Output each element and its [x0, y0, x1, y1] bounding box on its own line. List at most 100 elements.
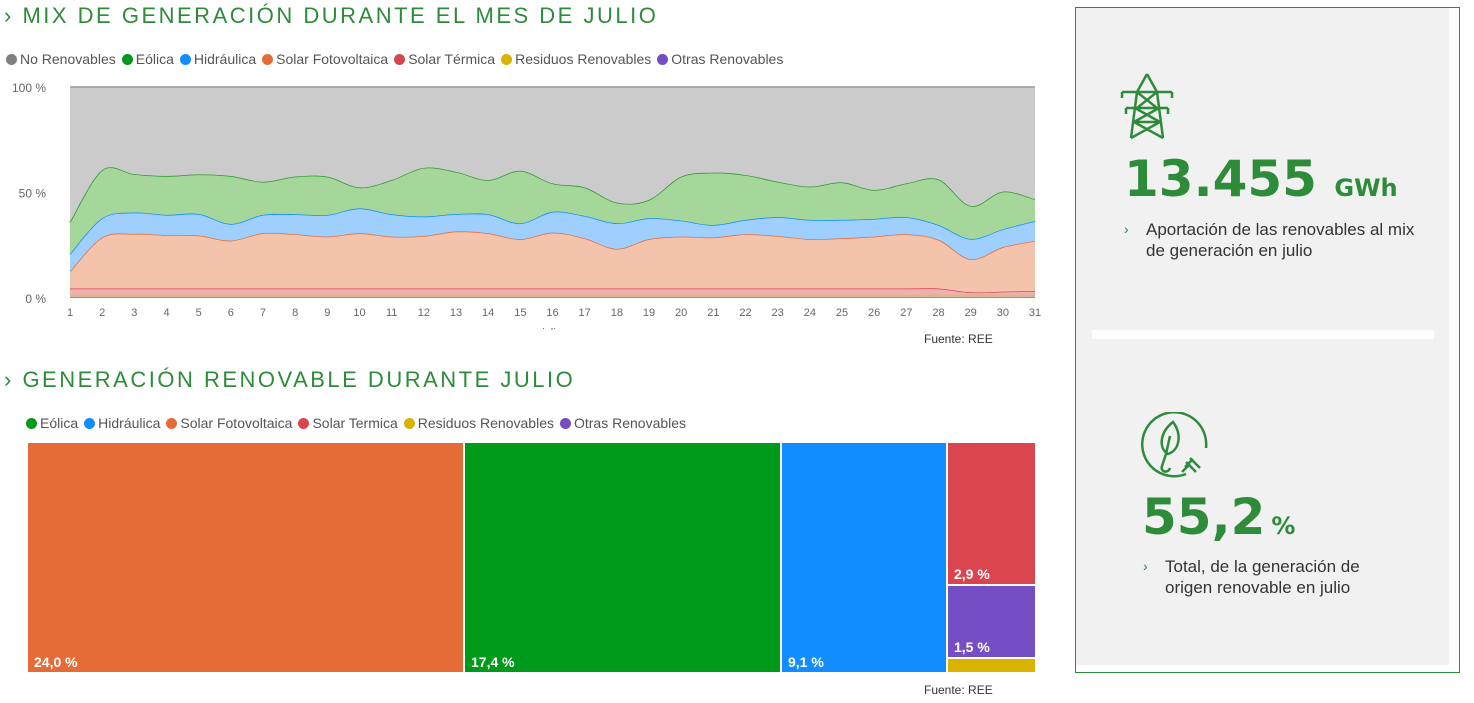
x-tick-label: 1	[67, 307, 73, 319]
x-tick-label: 9	[324, 307, 330, 319]
kpi-energy-unit: GWh	[1334, 174, 1398, 202]
divider	[1092, 330, 1434, 339]
y-tick-label: 50 %	[19, 187, 47, 201]
x-tick-label: 22	[739, 307, 751, 319]
legend-dot-icon	[657, 53, 669, 65]
legend-dot-icon	[262, 53, 274, 65]
x-tick-label: 31	[1029, 307, 1041, 319]
x-tick-label: 25	[836, 307, 848, 319]
legend-label: Eólica	[135, 51, 174, 67]
legend-label: No Renovables	[20, 51, 116, 67]
x-tick-label: 7	[260, 307, 266, 319]
legend-label: Solar Fotovoltaica	[276, 51, 389, 67]
treemap-otras-renovables[interactable]: 1,5 %	[947, 585, 1036, 658]
area-solar-fotovoltaica[interactable]	[70, 231, 1035, 293]
legend-item[interactable]: Solar Fotovoltaica	[262, 51, 388, 67]
x-tick-label: 18	[611, 307, 623, 319]
legend-dot-icon	[403, 417, 415, 429]
x-tick-label: 15	[514, 307, 526, 319]
legend-dot-icon	[6, 53, 17, 65]
legend-item[interactable]: Hidráulica	[179, 51, 257, 67]
renewable-title: › GENERACIÓN RENOVABLE DURANTE JULIO	[4, 367, 576, 392]
kpi-share-value: 55,2%	[1142, 488, 1296, 546]
treemap-label: 24,0 %	[34, 654, 78, 670]
legend-dot-icon	[394, 53, 406, 65]
legend-dot-icon	[179, 53, 191, 65]
y-tick-label: 0 %	[25, 292, 46, 306]
legend-item[interactable]: Residuos Renovables	[501, 51, 651, 67]
area-no-renovables[interactable]	[70, 87, 1035, 223]
x-tick-label: 4	[163, 307, 169, 319]
area-eólica[interactable]	[70, 167, 1035, 255]
x-tick-label: 12	[418, 307, 430, 319]
x-tick-label: 6	[228, 307, 234, 319]
x-tick-label: 30	[997, 307, 1009, 319]
x-tick-label: 14	[482, 307, 494, 319]
legend-label: Solar Fotovoltaica	[180, 415, 293, 431]
renewable-source: Fuente: REE	[924, 683, 993, 697]
legend-dot-icon	[166, 417, 178, 429]
legend-label: Otras Renovables	[573, 415, 687, 431]
legend-dot-icon	[298, 417, 310, 429]
treemap-residuos-renovables[interactable]	[947, 658, 1036, 673]
legend-item[interactable]: Otras Renovables	[657, 51, 783, 67]
x-tick-label: 17	[579, 307, 591, 319]
x-tick-label: 16	[546, 307, 558, 319]
legend-label: Solar Termica	[312, 415, 398, 431]
legend-dot-icon	[84, 417, 96, 429]
treemap-solar-fotovoltaica[interactable]: 24,0 %	[27, 442, 464, 673]
mix-legend: No Renovables Eólica Hidráulica Solar Fotov…	[6, 51, 783, 67]
legend-label: Solar Térmica	[408, 51, 496, 67]
treemap-solar-termica[interactable]: 2,9 %	[947, 442, 1036, 585]
mix-title: › MIX DE GENERACIÓN DURANTE EL MES DE JU…	[4, 3, 659, 28]
treemap-label: 9,1 %	[788, 654, 824, 670]
legend-item[interactable]: Solar Térmica	[394, 51, 495, 67]
mix-source: Fuente: REE	[924, 332, 993, 346]
kpi-energy-value: 13.455 GWh	[1124, 150, 1398, 208]
x-tick-label: 8	[292, 307, 298, 319]
kpi-share-description: › Total, de la generación de origen renov…	[1143, 557, 1360, 597]
legend-item[interactable]: Solar Fotovoltaica	[166, 415, 292, 431]
chevron-icon: ›	[1143, 558, 1148, 574]
leaf-plug-icon	[1141, 412, 1208, 478]
x-tick-label: 5	[196, 307, 202, 319]
mix-area-chart: 0 %50 %100 %1 2 3 4 5 6 7 8 9 10 11 12 13 14 15 16 17 18 1…	[12, 81, 1041, 330]
renewable-legend: Eólica Hidráulica Solar Fotovoltaica Solar …	[26, 415, 686, 431]
x-tick-label: 27	[900, 307, 912, 319]
legend-item[interactable]: Residuos Renovables	[403, 415, 554, 431]
treemap-label: 1,5 %	[954, 639, 990, 655]
chevron-icon: ›	[1124, 221, 1129, 237]
x-tick-label: 28	[932, 307, 944, 319]
legend-item[interactable]: Otras Renovables	[559, 415, 687, 431]
legend-item[interactable]: Eólica	[121, 51, 174, 67]
x-tick-label: 11	[386, 307, 397, 319]
legend-dot-icon	[559, 417, 571, 429]
treemap-label: 17,4 %	[471, 654, 515, 670]
treemap-label: 2,9 %	[954, 566, 990, 582]
legend-label: Otras Renovables	[671, 51, 784, 67]
legend-label: Hidráulica	[193, 51, 257, 67]
x-tick-label: 24	[804, 307, 816, 319]
power-tower-icon	[1120, 73, 1174, 140]
area-hidráulica[interactable]	[70, 208, 1035, 272]
legend-dot-icon	[121, 53, 133, 65]
legend-item[interactable]: No Renovables	[6, 51, 116, 67]
legend-item[interactable]: Hidráulica	[84, 415, 160, 431]
area-solar-térmica[interactable]	[70, 288, 1035, 295]
x-tick-label: 23	[772, 307, 784, 319]
treemap-eolica[interactable]: 17,4 %	[464, 442, 781, 673]
x-tick-label: 20	[675, 307, 687, 319]
legend-item[interactable]: Solar Termica	[298, 415, 398, 431]
x-tick-label: 19	[643, 307, 655, 319]
kpi-panel: 13.455 GWh › Aportación de las renovables…	[1075, 7, 1460, 673]
legend-label: Residuos Renovables	[417, 415, 554, 431]
treemap-hidraulica[interactable]: 9,1 %	[781, 442, 947, 673]
legend-item[interactable]: Eólica	[26, 415, 78, 431]
x-tick-label: 29	[965, 307, 977, 319]
legend-label: Residuos Renovables	[515, 51, 652, 67]
x-axis-label: julio	[541, 327, 562, 330]
x-tick-label: 21	[707, 307, 719, 319]
x-tick-label: 2	[99, 307, 105, 319]
legend-dot-icon	[26, 417, 37, 429]
legend-dot-icon	[501, 53, 513, 65]
